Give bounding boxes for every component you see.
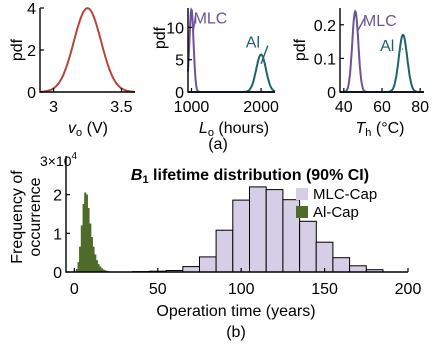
panel-lo-ticks: 1000 2000 0 5 10 xyxy=(166,20,279,116)
panel-label-a: (a) xyxy=(208,136,228,153)
bar-mlc-cap xyxy=(332,257,351,273)
panel-b1: Frequency of occurrence 3×104 0 50 100 150 2… xyxy=(9,151,421,320)
panel-vo: pdf 3 3.5 0 2 4 vo (V) xyxy=(9,1,135,139)
b1-ylabel-line1: Frequency of xyxy=(9,170,26,264)
xtick-label: 3 xyxy=(49,99,58,116)
ytick-label: 10 xyxy=(166,20,184,37)
bar-mlc-cap xyxy=(215,229,234,273)
bar-al-cap xyxy=(95,260,98,273)
panel-vo-ylabel: pdf xyxy=(9,38,26,61)
b1-title: B1 lifetime distribution (90% CI) xyxy=(131,167,369,186)
panel-th: pdf MLC Al 40 60 80 0 0.1 0.2 Th (°C) xyxy=(292,8,429,139)
ytick-label: 0 xyxy=(327,85,336,102)
bar-mlc-cap xyxy=(232,199,251,273)
series-label-mlc-1: MLC xyxy=(194,11,228,28)
b1-xtick-label: 200 xyxy=(395,281,422,298)
bar-mlc-cap xyxy=(199,256,217,273)
legend-label-mlc: MLC-Cap xyxy=(313,186,377,203)
bar-al-cap xyxy=(82,204,85,273)
series-leader-mlc-2 xyxy=(356,17,366,32)
b1-xlabel: Operation time (years) xyxy=(156,303,315,320)
panel-th-xlabel: Th (°C) xyxy=(356,120,405,139)
b1-ytick-label: 2 xyxy=(53,188,62,205)
xtick-label: 2000 xyxy=(243,99,279,116)
b1-xtick-label: 0 xyxy=(70,281,79,298)
panel-lo: pdf MLC Al 1000 2000 0 5 10 Lo (hours) xyxy=(152,7,279,139)
bar-mlc-cap xyxy=(182,266,201,273)
legend-label-al: Al-Cap xyxy=(313,204,359,221)
xtick-label: 60 xyxy=(373,99,391,116)
series-label-mlc-2: MLC xyxy=(363,13,397,30)
panel-th-ticks: 40 60 80 0 0.1 0.2 xyxy=(314,18,429,116)
panel-vo-axes xyxy=(39,8,135,93)
panel-th-ylabel: pdf xyxy=(292,38,309,61)
bar-mlc-cap xyxy=(349,265,367,273)
bar-mlc-cap xyxy=(299,220,317,273)
bar-al-cap xyxy=(92,246,95,273)
b1-axes xyxy=(65,156,408,273)
ytick-label: 0 xyxy=(27,85,36,102)
series-label-al-1: Al xyxy=(246,35,260,52)
xtick-label: 80 xyxy=(411,99,429,116)
b1-xtick-label: 150 xyxy=(311,281,338,298)
panel-vo-ticks: 3 3.5 0 2 4 xyxy=(27,1,133,116)
panel-vo-xlabel: vo (V) xyxy=(68,120,108,139)
ytick-label: 4 xyxy=(27,1,36,18)
legend-swatch-al xyxy=(296,206,308,218)
series-leader-al-1 xyxy=(260,45,269,65)
panel-lo-ylabel: pdf xyxy=(152,26,169,49)
curve-vo-0 xyxy=(40,7,135,93)
bar-al-cap xyxy=(80,225,83,273)
b1-histogram-bars xyxy=(75,186,384,273)
ytick-label: 2 xyxy=(27,43,36,60)
b1-y-exponent: 3×104 xyxy=(40,151,78,169)
bar-al-cap xyxy=(85,194,88,273)
panel-lo-curves: MLC Al xyxy=(187,7,276,93)
ytick-label: 5 xyxy=(175,53,184,70)
series-label-al-2: Al xyxy=(380,38,394,55)
panel-th-axes xyxy=(339,8,424,93)
panel-vo-curves xyxy=(40,7,135,93)
ytick-label: 0 xyxy=(175,85,184,102)
panel-lo-axes xyxy=(187,8,275,93)
b1-ytick-label: 1 xyxy=(53,226,62,243)
bar-al-cap xyxy=(90,236,93,273)
bar-al-cap xyxy=(87,207,90,273)
legend-swatch-mlc xyxy=(296,188,308,200)
bar-al-cap xyxy=(79,246,82,273)
xtick-label: 1000 xyxy=(174,99,210,116)
panel-th-curves: MLC Al xyxy=(340,9,424,93)
bar-al-cap xyxy=(97,264,100,273)
bar-mlc-cap xyxy=(249,186,267,273)
b1-xtick-label: 50 xyxy=(149,281,167,298)
ytick-label: 0.1 xyxy=(314,51,336,68)
ytick-label: 0.2 xyxy=(314,18,336,35)
b1-ticks: 0 50 100 150 200 0 1 2 xyxy=(53,188,421,298)
b1-ytick-label: 0 xyxy=(53,265,62,282)
bar-mlc-cap xyxy=(265,189,284,273)
bar-mlc-cap xyxy=(315,241,334,273)
xtick-label: 40 xyxy=(335,99,353,116)
b1-ylabel-line2: occurrence xyxy=(27,177,44,256)
series-leader-mlc-1 xyxy=(192,15,197,31)
panel-label-b: (b) xyxy=(226,324,246,341)
b1-xtick-label: 100 xyxy=(228,281,255,298)
xtick-label: 3.5 xyxy=(110,99,132,116)
panel-lo-xlabel: Lo (hours) xyxy=(199,120,269,139)
b1-legend: MLC-Cap Al-Cap xyxy=(296,186,377,221)
